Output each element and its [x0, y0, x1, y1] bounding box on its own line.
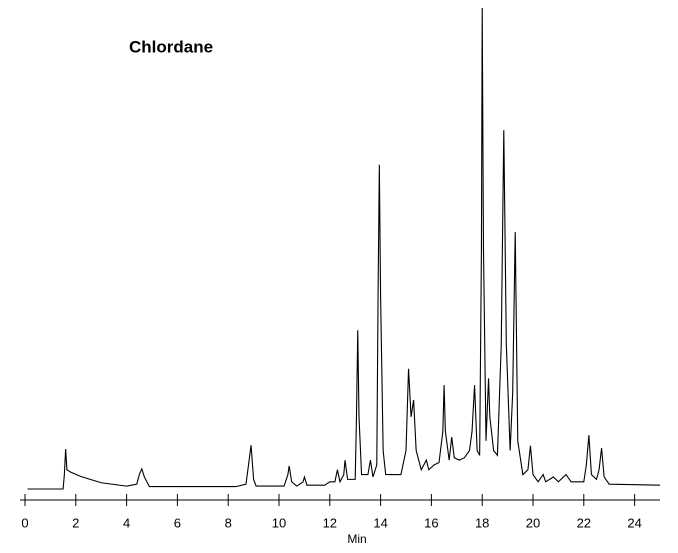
x-tick-label: 8: [225, 515, 232, 530]
chart-title: Chlordane: [129, 37, 213, 56]
x-tick-label: 24: [627, 515, 641, 530]
x-tick-label: 18: [475, 515, 489, 530]
x-tick-label: 16: [424, 515, 438, 530]
x-tick-label: 6: [174, 515, 181, 530]
x-axis-label: Min: [347, 532, 366, 546]
x-tick-label: 10: [272, 515, 286, 530]
x-tick-label: 20: [526, 515, 540, 530]
x-tick-label: 12: [323, 515, 337, 530]
trace: [27, 7, 661, 490]
x-tick-label: 14: [373, 515, 387, 530]
x-tick-label: 4: [123, 515, 130, 530]
x-tick-label: 22: [577, 515, 591, 530]
x-tick-label: 2: [72, 515, 79, 530]
x-tick-label: 0: [21, 515, 28, 530]
